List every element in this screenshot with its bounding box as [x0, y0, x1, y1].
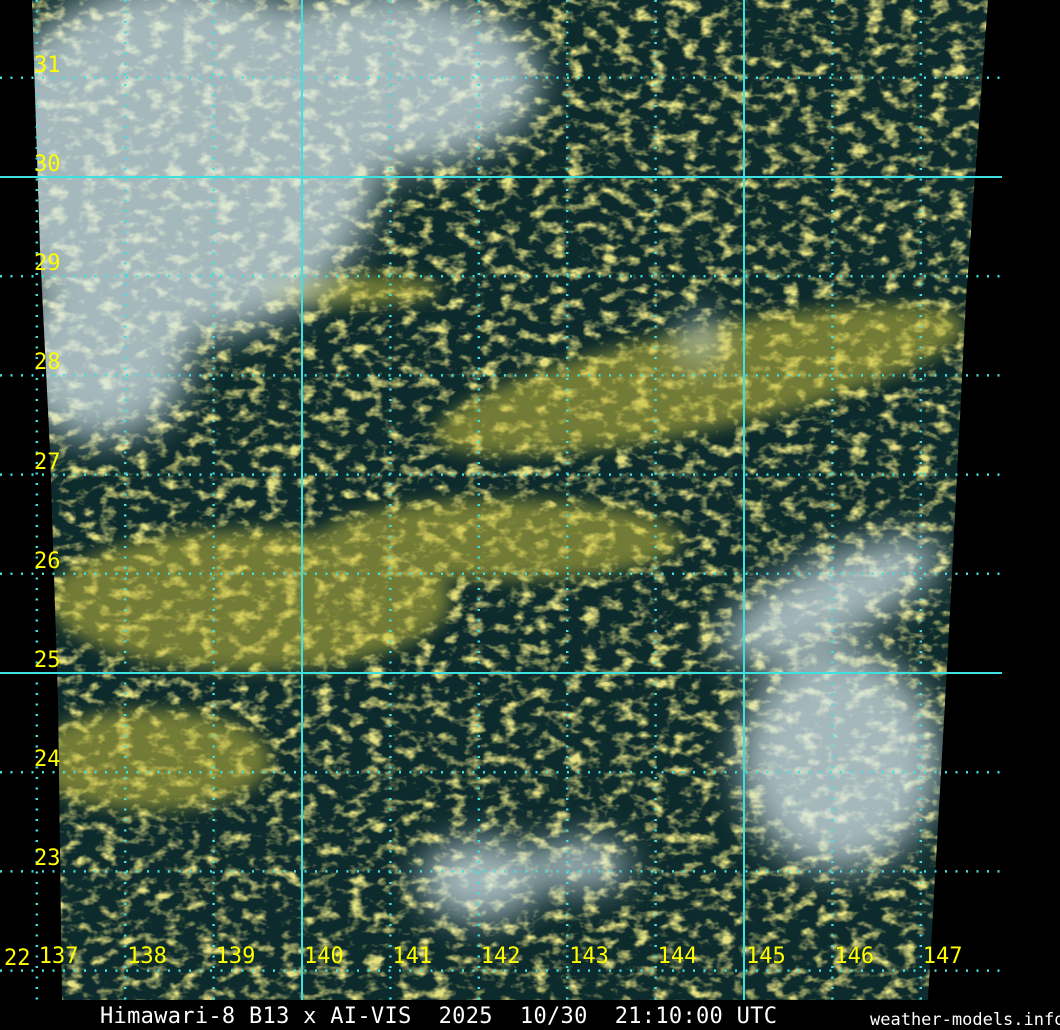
longitude-label: 147	[922, 944, 963, 969]
latitude-label: 28	[34, 350, 61, 376]
latitude-label: 30	[34, 152, 61, 177]
latitude-label: 23	[34, 846, 61, 872]
latitude-label: 29	[34, 251, 61, 277]
image-caption: Himawari-8 B13 x AI-VIS 2025 10/30 21:10…	[100, 1004, 778, 1029]
latitude-label: 31	[34, 52, 61, 78]
longitude-label: 143	[569, 944, 609, 969]
longitude-label: 141	[392, 944, 433, 969]
longitude-label: 138	[127, 944, 167, 969]
graticule	[0, 0, 1002, 1000]
longitude-label: 146	[834, 944, 875, 969]
longitude-label: 145	[746, 944, 786, 969]
latitude-label: 25	[34, 648, 61, 673]
longitude-label: 139	[215, 944, 256, 969]
longitude-label: 144	[657, 944, 698, 969]
latitude-label: 24	[34, 747, 61, 773]
longitude-label: 137	[38, 944, 79, 969]
latitude-label: 27	[34, 449, 61, 475]
longitude-label: 142	[480, 944, 521, 969]
satellite-imagery	[32, 0, 988, 1000]
longitude-label: 140	[304, 944, 344, 969]
credit-text: weather-models.info	[870, 1010, 1060, 1030]
latitude-label: 26	[34, 548, 61, 574]
latitude-label: 22	[4, 945, 31, 971]
